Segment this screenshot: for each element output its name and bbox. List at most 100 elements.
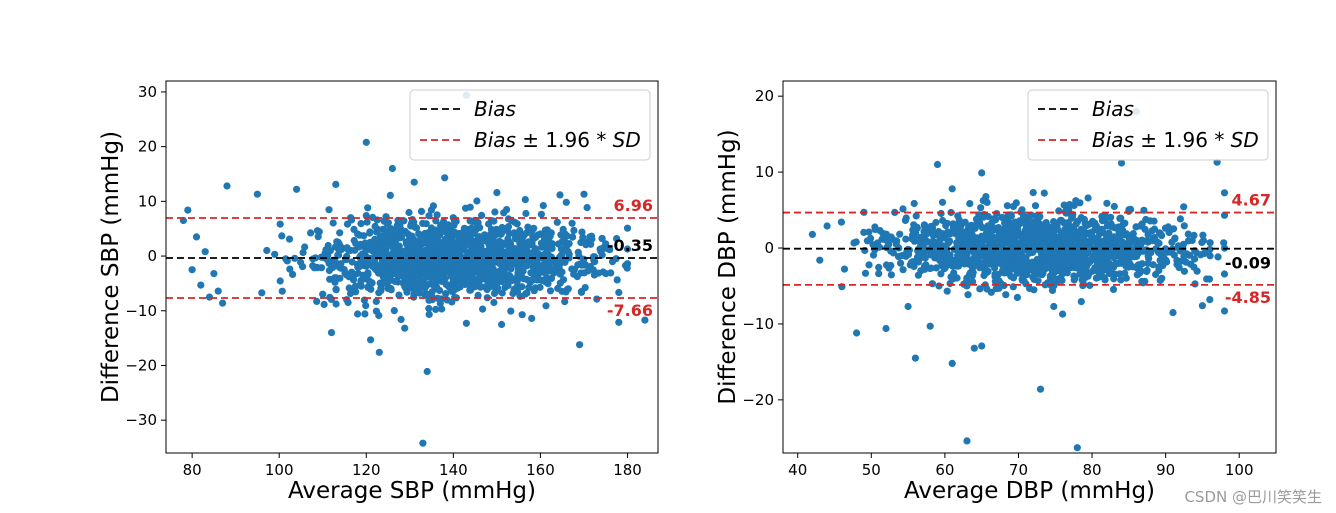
data-point (473, 246, 482, 254)
data-point (343, 252, 351, 261)
data-point (1103, 222, 1111, 230)
data-point (944, 239, 953, 247)
data-point (473, 197, 481, 205)
data-point (1046, 226, 1054, 234)
data-point (1076, 270, 1084, 278)
data-point (588, 235, 596, 243)
data-point (936, 256, 944, 265)
data-point (1149, 237, 1157, 245)
data-point (976, 285, 984, 293)
data-point (343, 244, 351, 252)
data-point (362, 246, 370, 254)
data-point (433, 211, 441, 219)
data-point (319, 290, 327, 298)
data-point (613, 276, 621, 284)
y-tick-label: 20 (138, 138, 157, 156)
data-point (994, 224, 1003, 232)
data-point (435, 242, 443, 250)
data-point (993, 257, 1001, 265)
data-point (1191, 280, 1199, 288)
data-point (332, 285, 340, 293)
data-point (458, 276, 466, 284)
data-point (329, 219, 337, 227)
data-point (899, 266, 907, 274)
data-point (1050, 302, 1058, 311)
data-point (1036, 213, 1044, 221)
data-point (873, 239, 882, 247)
data-point (428, 268, 436, 276)
data-point (963, 274, 971, 282)
data-point (837, 218, 846, 226)
data-point (1205, 275, 1214, 283)
data-point (357, 276, 365, 285)
outlier-point (580, 190, 588, 198)
data-point (383, 268, 391, 276)
data-point (969, 262, 977, 270)
data-point (485, 240, 493, 248)
outlier-point (978, 342, 986, 350)
data-point (357, 220, 365, 228)
data-point (966, 200, 974, 208)
legend-box (409, 89, 651, 161)
data-point (955, 234, 963, 242)
data-point (487, 225, 496, 233)
data-point (1179, 240, 1188, 248)
legend-box (1027, 89, 1269, 161)
outlier-point (1029, 189, 1037, 197)
data-point (880, 233, 888, 242)
data-point (1086, 238, 1094, 246)
data-point (474, 240, 482, 249)
legend-limits-label: Bias ± 1.96 * SD (474, 128, 641, 152)
data-point (1112, 260, 1120, 268)
data-point (932, 248, 941, 256)
data-point (1192, 248, 1200, 257)
outlier-point (970, 344, 978, 352)
data-point (425, 310, 433, 318)
data-point (417, 207, 426, 215)
outlier-point (423, 367, 431, 376)
outlier-point (904, 302, 912, 311)
outlier-point (201, 248, 209, 256)
data-point (523, 262, 531, 270)
data-point (432, 217, 440, 225)
data-point (1100, 274, 1108, 282)
bias-label: -0.35 (607, 236, 653, 255)
data-point (941, 264, 949, 272)
data-point (565, 254, 573, 262)
data-point (1143, 266, 1151, 274)
data-point (437, 272, 445, 280)
outlier-point (1117, 159, 1126, 167)
outlier-point (184, 206, 192, 214)
data-point (557, 259, 565, 267)
data-point (530, 224, 538, 232)
data-point (546, 287, 555, 295)
data-point (1097, 255, 1105, 263)
data-point (1144, 259, 1152, 267)
data-point (336, 229, 344, 237)
data-point (980, 265, 989, 273)
data-point (482, 250, 490, 258)
data-point (897, 259, 905, 267)
data-point (907, 259, 916, 267)
data-point (929, 228, 937, 237)
data-point (1108, 269, 1116, 277)
data-point (317, 264, 326, 272)
data-point (953, 260, 961, 268)
data-point (355, 243, 363, 251)
legend-limits-mid: ± 1.96 * (516, 128, 613, 152)
data-point (364, 270, 372, 278)
data-point (1021, 256, 1030, 265)
data-point (497, 267, 505, 275)
data-point (995, 248, 1004, 256)
data-point (450, 230, 458, 238)
data-point (1064, 258, 1072, 266)
data-point (1025, 249, 1033, 257)
data-point (887, 271, 896, 279)
data-point (860, 228, 868, 236)
data-point (465, 257, 473, 265)
outlier-point (214, 287, 222, 295)
data-point (623, 224, 632, 232)
outlier-point (1206, 296, 1214, 304)
data-point (521, 290, 530, 298)
data-point (340, 266, 348, 274)
